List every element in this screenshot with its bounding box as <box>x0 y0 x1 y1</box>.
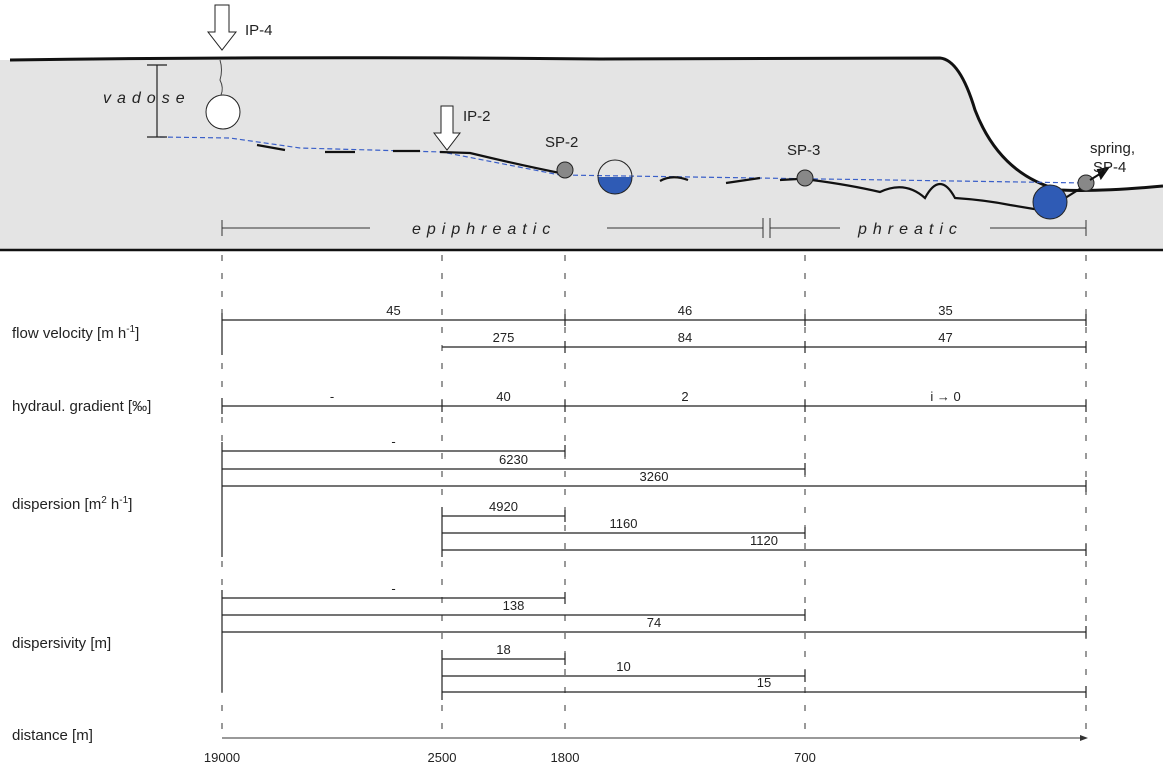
ip4-shaft <box>206 95 240 129</box>
label: SP-4 <box>1093 159 1126 176</box>
segment-value: - <box>391 581 395 596</box>
label: phreatic <box>857 221 963 238</box>
segment-value: 15 <box>757 675 771 690</box>
segment-value: 4920 <box>489 499 518 514</box>
label-part: h <box>107 496 120 513</box>
distance-tick: 19000 <box>204 750 240 765</box>
diagram: IP-4 vadose IP-2 SP-2 SP-3 spring, SP-4 … <box>0 0 1163 772</box>
row-label: dispersion [m2 h-1] <box>12 495 132 513</box>
segment-value: - <box>330 389 334 404</box>
sp3-point <box>797 170 813 186</box>
segment-value: 74 <box>647 615 661 630</box>
flooded <box>1033 185 1067 219</box>
row-label: hydraul. gradient [‰] <box>12 398 151 415</box>
segment-value: 45 <box>386 303 400 318</box>
rock-fill <box>0 58 1163 250</box>
segment-value: 84 <box>678 330 692 345</box>
label: vadose <box>103 90 191 107</box>
label-part: flow velocity [m h <box>12 325 126 342</box>
label: SP-3 <box>787 142 820 159</box>
label-part: dispersivity [m] <box>12 635 111 652</box>
distance-tick: 1800 <box>551 750 580 765</box>
label-part: hydraul. gradient [‰] <box>12 398 151 415</box>
segment-value: 1120 <box>750 533 778 548</box>
label: IP-2 <box>463 108 491 125</box>
row-label: flow velocity [m h-1] <box>12 324 139 342</box>
segment-value: 3260 <box>640 469 669 484</box>
label: spring, <box>1090 140 1135 157</box>
distance-tick: 2500 <box>428 750 457 765</box>
segment-value: 138 <box>503 598 525 613</box>
distance-tick: 700 <box>794 750 816 765</box>
segment-value: 40 <box>496 389 510 404</box>
row-label: distance [m] <box>12 727 93 744</box>
segment-value: 47 <box>938 330 952 345</box>
segment-value: 2 <box>681 389 688 404</box>
sp2-point <box>557 162 573 178</box>
label-part: ] <box>128 496 132 513</box>
label: epiphreatic <box>412 221 556 238</box>
row-label: dispersivity [m] <box>12 635 111 652</box>
segment-value: i → 0 <box>930 389 960 404</box>
label-part: dispersion [m <box>12 496 101 513</box>
ip4-arrow <box>208 5 236 50</box>
segment-value: 46 <box>678 303 692 318</box>
axis-arrow <box>1080 735 1088 741</box>
label: SP-2 <box>545 134 578 151</box>
segment-value: 10 <box>616 659 630 674</box>
label: IP-4 <box>245 22 273 39</box>
sp4-point <box>1078 175 1094 191</box>
segment-value: 275 <box>493 330 515 345</box>
segment-value: 1160 <box>610 516 638 531</box>
segment-value: 6230 <box>499 452 528 467</box>
segment-value: 18 <box>496 642 510 657</box>
segment-value: - <box>391 434 395 449</box>
label-part: ] <box>135 325 139 342</box>
segment-value: 35 <box>938 303 952 318</box>
